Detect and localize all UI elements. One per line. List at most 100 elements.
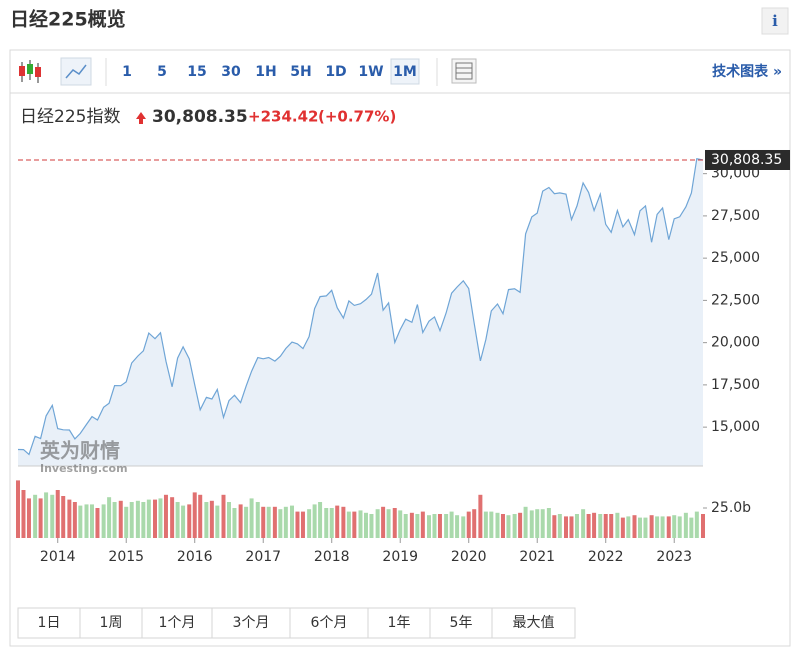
volume-bar	[701, 514, 705, 538]
volume-bar	[335, 505, 340, 538]
range-label: 1个月	[159, 615, 196, 631]
area-icon[interactable]	[60, 57, 92, 86]
interval-button[interactable]: 1H	[255, 64, 276, 80]
range-button[interactable]: 3个月	[211, 607, 291, 639]
volume-bar	[318, 502, 323, 538]
range-button[interactable]: 1周	[79, 607, 143, 639]
volume-bar	[529, 510, 534, 538]
volume-bar	[124, 506, 129, 538]
volume-bar	[581, 509, 586, 538]
range-button[interactable]: 最大值	[491, 607, 576, 639]
volume-bar	[540, 509, 545, 538]
volume-bar	[158, 498, 163, 538]
y-tick-label: 25,000	[711, 250, 760, 266]
volume-bar	[89, 504, 94, 538]
volume-bar	[107, 497, 112, 538]
interval-label: 1W	[358, 64, 383, 80]
volume-bar	[677, 516, 682, 538]
volume-bar	[557, 514, 562, 538]
volume-bar	[346, 511, 351, 538]
range-label: 1周	[100, 615, 123, 631]
interval-button[interactable]: 1D	[325, 64, 346, 80]
table-icon[interactable]	[451, 58, 477, 84]
price-area	[18, 158, 703, 466]
volume-bar	[506, 515, 511, 538]
range-box	[289, 607, 369, 639]
interval-label: 1	[122, 64, 132, 80]
volume-bar	[415, 514, 420, 538]
volume-bar	[153, 499, 157, 538]
volume-bar	[341, 506, 346, 538]
volume-bar	[574, 514, 579, 538]
interval-button[interactable]: 1M	[390, 58, 420, 85]
interval-button[interactable]: 30	[221, 64, 241, 80]
interval-label: 5H	[290, 64, 311, 80]
volume-bar	[61, 496, 66, 538]
volume-bar	[564, 516, 568, 538]
volume-bar	[307, 509, 312, 538]
range-button[interactable]: 1个月	[141, 607, 213, 639]
volume-bar	[437, 514, 442, 538]
interval-button[interactable]: 1W	[358, 64, 383, 80]
volume-bar	[689, 517, 694, 538]
range-button[interactable]: 1年	[367, 607, 431, 639]
volume-bar	[72, 502, 77, 538]
interval-button[interactable]: 5H	[290, 64, 311, 80]
volume-bar	[112, 502, 117, 538]
range-button[interactable]: 1日	[17, 607, 81, 639]
x-tick-label: 2023	[656, 549, 692, 565]
volume-bar	[55, 490, 60, 538]
range-box	[367, 607, 431, 639]
volume-bar	[455, 515, 460, 538]
volume-bar	[244, 506, 249, 538]
interval-button[interactable]: 5	[157, 64, 167, 80]
volume-bar	[403, 514, 408, 538]
volume-bar	[386, 509, 391, 538]
range-label: 1年	[388, 615, 411, 631]
volume-bar	[535, 509, 540, 538]
volume-bar	[163, 494, 168, 538]
volume-bar	[215, 505, 220, 538]
quote-price: 30,808.35	[152, 107, 248, 127]
volume-bar	[609, 514, 614, 538]
volume-bar	[615, 512, 620, 538]
volume-bar	[523, 506, 528, 538]
technical-chart-link[interactable]: 技术图表 »	[712, 63, 782, 80]
volume-bar	[283, 506, 288, 538]
volume-bar	[666, 516, 671, 538]
volume-bar	[118, 500, 123, 538]
x-tick-label: 2021	[519, 549, 555, 565]
volume-bar	[272, 506, 277, 538]
volume-bar	[472, 509, 477, 538]
info-button[interactable]: i	[761, 7, 789, 35]
volume-bar	[101, 504, 106, 538]
range-label: 5年	[450, 615, 473, 631]
interval-button[interactable]: 1	[122, 64, 132, 80]
volume-bar	[489, 511, 494, 538]
volume-bar	[44, 492, 49, 538]
panel	[9, 49, 791, 647]
volume-bar	[300, 511, 305, 538]
volume-bar	[38, 498, 43, 538]
volume-bar	[427, 515, 431, 538]
volume-bar	[637, 517, 642, 538]
volume-bar	[78, 505, 83, 538]
volume-bar	[352, 511, 357, 538]
quote-change-pct: (+0.77%)	[318, 108, 396, 126]
range-button[interactable]: 6个月	[289, 607, 369, 639]
x-tick-label: 2020	[451, 549, 487, 565]
volume-bar	[632, 515, 637, 538]
candle-icon[interactable]	[19, 60, 41, 83]
volume-bar	[546, 508, 551, 538]
quote-name: 日经225指数	[20, 107, 120, 127]
x-tick-label: 2022	[588, 549, 624, 565]
interval-button[interactable]: 15	[187, 64, 206, 80]
range-button[interactable]: 5年	[429, 607, 493, 639]
volume-bar	[358, 510, 363, 538]
volume-bar	[569, 516, 574, 538]
volume-bar	[26, 498, 31, 538]
range-label: 1日	[38, 615, 61, 631]
volume-bar	[694, 511, 699, 538]
volume-bar	[626, 516, 631, 538]
